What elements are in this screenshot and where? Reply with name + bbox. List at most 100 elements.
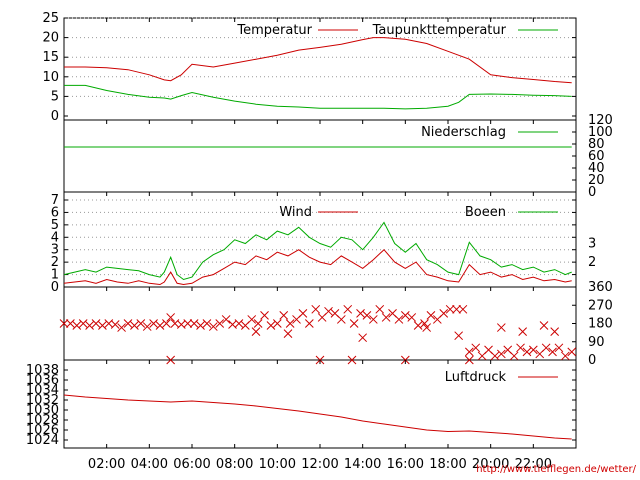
y-tick-label-right: 20 (588, 173, 605, 188)
series-line-boeen (63, 221, 572, 281)
wind-direction-point (162, 319, 171, 328)
wind-direction-point (375, 304, 385, 314)
wind-direction-point (183, 319, 193, 328)
wind-direction-point (548, 347, 557, 357)
y-tick-label-right: 120 (588, 113, 613, 128)
wind-direction-point (78, 319, 88, 328)
wind-direction-point (349, 319, 359, 328)
credit-link[interactable]: http://www.tiefflegen.de/wetter/ (476, 464, 636, 475)
wind-direction-point (407, 313, 417, 322)
legend-label: Taupunkttemperatur (372, 23, 507, 38)
series-line-taupunkttemperatur (64, 84, 572, 110)
x-tick-label: 14:00 (344, 457, 381, 472)
y-tick-label: 1 (51, 268, 59, 283)
wind-direction-point (59, 319, 69, 328)
series-line-wind (63, 248, 572, 286)
wind-direction-point (285, 319, 295, 328)
y-tick-label-right: 3 (588, 237, 596, 252)
y-tick-label-right: 360 (588, 280, 613, 295)
wind-direction-point (394, 315, 404, 324)
wind-direction-point (496, 323, 506, 332)
wind-direction-point (368, 315, 378, 324)
x-tick-label: 06:00 (173, 457, 210, 472)
wind-direction-point (439, 309, 449, 318)
wind-direction-point (464, 355, 474, 365)
wind-direction-point (202, 319, 212, 328)
y-tick-label: 25 (42, 11, 59, 26)
wind-direction-point (110, 320, 120, 329)
wind-direction-point (422, 323, 432, 332)
y-tick-label: 3 (51, 243, 59, 258)
y-tick-label: 20 (42, 31, 59, 46)
wind-direction-point (413, 321, 423, 330)
x-tick-label: 04:00 (131, 457, 168, 472)
wind-direction-point (324, 306, 333, 316)
wind-direction-point (117, 323, 126, 332)
y-tick-label: 0 (51, 109, 59, 124)
x-tick-label: 22:00 (515, 457, 552, 472)
wind-direction-point (522, 347, 532, 357)
wind-direction-point (260, 311, 269, 320)
wind-direction-point (166, 313, 176, 322)
wind-direction-point (356, 309, 365, 318)
legend-label: Boeen (465, 205, 506, 220)
legend-label: Temperatur (236, 23, 312, 38)
y-tick-label: 1038 (26, 363, 59, 378)
wind-direction-point (464, 347, 474, 357)
y-tick-label-right: 90 (588, 335, 605, 350)
wind-direction-point (541, 343, 551, 353)
x-tick-label: 10:00 (259, 457, 296, 472)
y-tick-label-right: 180 (588, 317, 613, 332)
y-tick-label: 1034 (26, 383, 59, 398)
series-line-temperatur (64, 37, 572, 84)
wind-direction-point (567, 347, 577, 357)
wind-direction-point (253, 319, 263, 328)
y-tick-label: 7 (51, 193, 59, 208)
wind-direction-point (136, 319, 146, 328)
wind-direction-point (272, 319, 282, 328)
wind-direction-point (362, 311, 372, 320)
legend-label: Luftdruck (445, 370, 507, 385)
y-tick-label: 10 (42, 70, 59, 85)
y-tick-label: 5 (51, 89, 59, 104)
wind-direction-point (279, 311, 289, 320)
wind-direction-point (66, 319, 75, 328)
y-tick-label: 1028 (26, 413, 59, 428)
wind-direction-point (72, 321, 82, 330)
y-tick-label-right: 60 (588, 149, 605, 164)
wind-direction-point (98, 321, 107, 330)
y-tick-label-right: 270 (588, 298, 613, 313)
wind-direction-point (381, 313, 391, 322)
wind-direction-point (234, 319, 244, 328)
wind-direction-point (85, 321, 94, 330)
wind-direction-point (221, 315, 231, 324)
wind-direction-point (554, 343, 564, 353)
wind-direction-point (123, 319, 133, 328)
wind-direction-point (304, 319, 314, 328)
wind-direction-point (420, 319, 429, 328)
x-tick-label: 18:00 (429, 457, 466, 472)
wind-direction-point (516, 343, 525, 353)
y-tick-label-right: 100 (588, 125, 613, 140)
wind-direction-point (539, 321, 549, 330)
y-tick-label-right: 2 (588, 255, 596, 270)
wind-direction-point (283, 329, 293, 338)
wind-direction-point (142, 322, 152, 331)
wind-direction-point (528, 345, 538, 355)
y-tick-label: 4 (51, 230, 59, 245)
wind-direction-point (149, 319, 158, 328)
wind-direction-point (189, 319, 199, 328)
wind-direction-point (490, 351, 500, 361)
wind-direction-point (426, 311, 436, 320)
wind-direction-point (509, 351, 519, 361)
wind-direction-point (247, 315, 257, 324)
wind-direction-point (155, 321, 165, 330)
wind-direction-point (452, 304, 461, 314)
x-tick-label: 02:00 (88, 457, 125, 472)
wind-direction-point (130, 321, 139, 330)
wind-direction-point (336, 315, 346, 324)
y-tick-label-right: 80 (588, 137, 605, 152)
wind-direction-point (196, 321, 205, 330)
